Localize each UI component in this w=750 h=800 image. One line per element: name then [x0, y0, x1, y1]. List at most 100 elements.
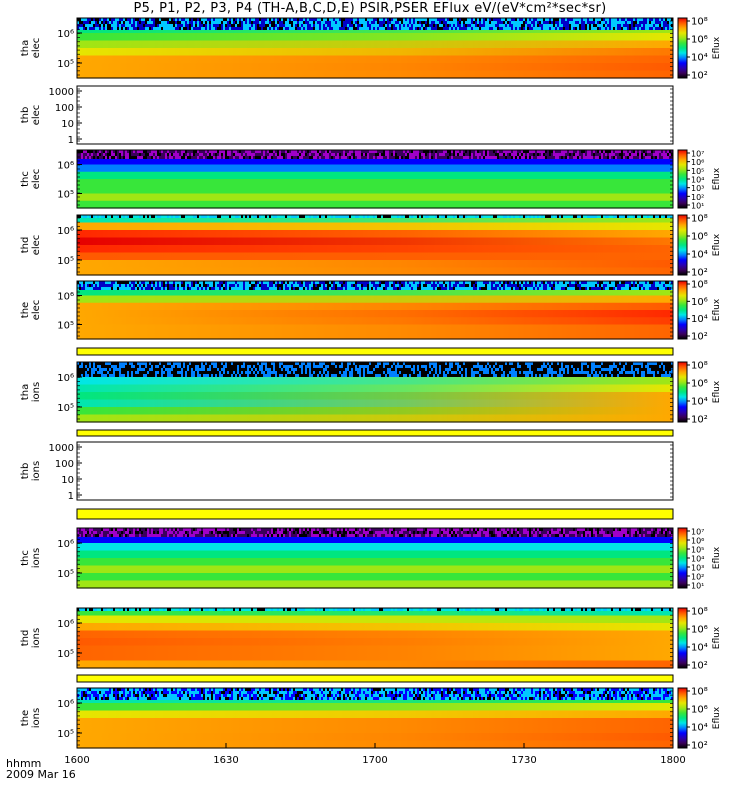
noise-pixel [363, 371, 365, 374]
noise-pixel [339, 150, 341, 153]
noise-pixel [97, 287, 99, 290]
noise-pixel [421, 24, 423, 27]
noise-pixel [537, 362, 539, 365]
noise-pixel [539, 362, 541, 365]
noise-pixel [627, 18, 629, 21]
noise-pixel [489, 374, 491, 377]
noise-pixel [413, 365, 415, 368]
noise-pixel [509, 21, 511, 24]
noise-pixel [579, 156, 581, 159]
noise-pixel [477, 150, 479, 153]
noise-pixel [281, 215, 283, 218]
noise-pixel [405, 284, 407, 287]
noise-pixel [333, 18, 335, 21]
noise-pixel [419, 281, 421, 284]
noise-pixel [623, 281, 625, 284]
noise-pixel [599, 150, 601, 153]
noise-pixel [403, 365, 405, 368]
spectrogram-row [77, 48, 673, 57]
noise-pixel [545, 27, 547, 30]
noise-pixel [233, 281, 235, 284]
noise-pixel [407, 153, 409, 156]
noise-pixel [513, 27, 515, 30]
noise-pixel [237, 374, 239, 377]
noise-pixel [411, 215, 413, 218]
noise-pixel [659, 287, 661, 290]
noise-pixel [531, 374, 533, 377]
noise-pixel [651, 24, 653, 27]
noise-pixel [477, 153, 479, 156]
noise-pixel [313, 27, 315, 30]
noise-pixel [353, 27, 355, 30]
noise-pixel [425, 21, 427, 24]
noise-pixel [127, 215, 129, 218]
noise-pixel [165, 18, 167, 21]
noise-pixel [89, 374, 91, 377]
noise-pixel [253, 18, 255, 21]
noise-pixel [501, 21, 503, 24]
noise-pixel [627, 362, 629, 365]
noise-pixel [617, 287, 619, 290]
noise-pixel [441, 284, 443, 287]
noise-pixel [231, 24, 233, 27]
noise-pixel [517, 368, 519, 371]
noise-pixel [181, 21, 183, 24]
noise-pixel [185, 18, 187, 21]
noise-pixel [339, 284, 341, 287]
noise-pixel [385, 24, 387, 27]
noise-pixel [585, 371, 587, 374]
noise-pixel [293, 153, 295, 156]
noise-pixel [189, 156, 191, 159]
noise-pixel [285, 153, 287, 156]
noise-pixel [663, 153, 665, 156]
noise-pixel [587, 368, 589, 371]
noise-pixel [245, 281, 247, 284]
noise-pixel [235, 362, 237, 365]
noise-pixel [229, 150, 231, 153]
noise-pixel [657, 215, 659, 218]
noise-pixel [441, 18, 443, 21]
noise-pixel [497, 374, 499, 377]
noise-pixel [395, 24, 397, 27]
noise-pixel [395, 150, 397, 153]
noise-pixel [647, 362, 649, 365]
noise-pixel [447, 156, 449, 159]
noise-pixel [219, 150, 221, 153]
noise-pixel [99, 21, 101, 24]
noise-pixel [345, 150, 347, 153]
noise-pixel [619, 215, 621, 218]
noise-pixel [503, 284, 505, 287]
colorbar-tick-label: 10⁶ [691, 232, 708, 243]
noise-pixel [287, 362, 289, 365]
noise-pixel [239, 371, 241, 374]
noise-pixel [351, 215, 353, 218]
noise-pixel [271, 153, 273, 156]
noise-pixel [259, 21, 261, 24]
noise-pixel [581, 150, 583, 153]
noise-pixel [313, 287, 315, 290]
noise-pixel [565, 365, 567, 368]
noise-pixel [651, 18, 653, 21]
noise-pixel [157, 365, 159, 368]
noise-pixel [643, 27, 645, 30]
noise-pixel [535, 18, 537, 21]
noise-pixel [235, 287, 237, 290]
noise-pixel [467, 374, 469, 377]
noise-pixel [427, 24, 429, 27]
noise-pixel [415, 24, 417, 27]
noise-pixel [77, 27, 79, 30]
noise-pixel [377, 287, 379, 290]
panel-frame [76, 280, 674, 340]
noise-pixel [471, 27, 473, 30]
noise-pixel [489, 153, 491, 156]
noise-pixel [617, 24, 619, 27]
noise-pixel [513, 153, 515, 156]
noise-pixel [121, 365, 123, 368]
noise-pixel [233, 362, 235, 365]
noise-pixel [471, 374, 473, 377]
noise-pixel [631, 18, 633, 21]
colorbar-tick-label: 10⁴ [691, 53, 708, 64]
noise-pixel [653, 153, 655, 156]
